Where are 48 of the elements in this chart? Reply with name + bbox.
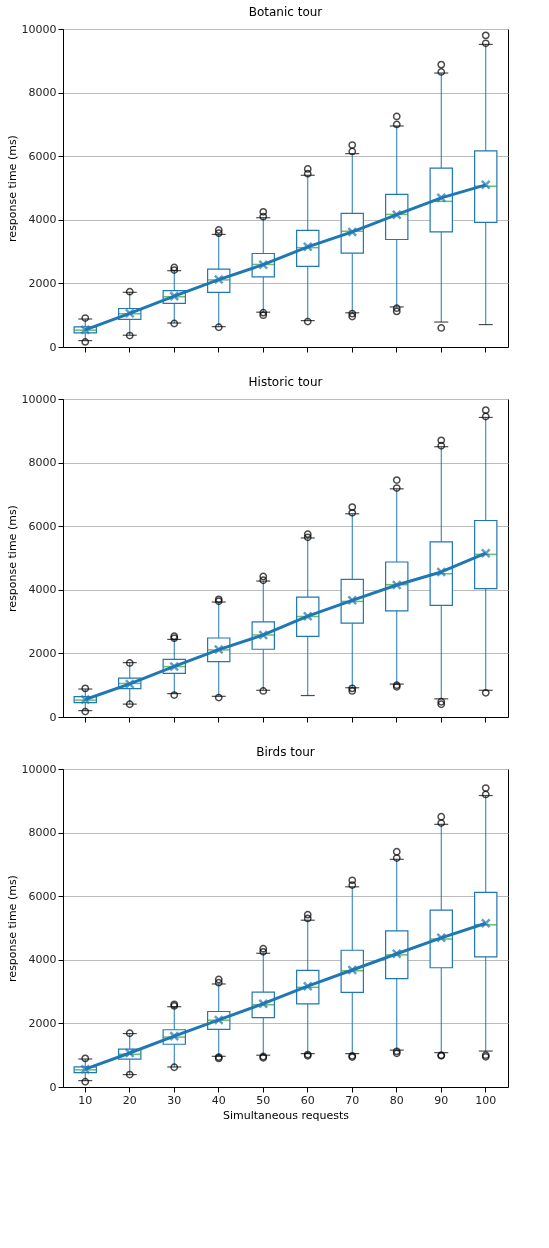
x-axis-title: Simultaneous requests — [222, 1108, 350, 1122]
point — [436, 932, 447, 943]
y-tick-label: 10000 — [21, 762, 57, 776]
x-tick-label: 20 — [122, 1093, 137, 1107]
point — [480, 179, 491, 190]
x-tick-label: 80 — [389, 1093, 404, 1107]
y-tick-label: 2000 — [28, 1016, 57, 1030]
point — [80, 324, 91, 335]
chart-title: Historic tour — [248, 375, 323, 389]
y-tick-label: 4000 — [28, 213, 57, 227]
x-tick-label: 40 — [211, 1093, 226, 1107]
y-axis-title: response time (ms) — [5, 875, 19, 982]
chart-title: Botanic tour — [248, 5, 323, 19]
y-tick-label: 4000 — [28, 583, 57, 597]
point — [80, 694, 91, 705]
point — [80, 1064, 91, 1075]
point — [347, 595, 358, 606]
y-tick-label: 0 — [49, 710, 57, 724]
x-tick-label: 60 — [300, 1093, 315, 1107]
y-tick-label: 2000 — [28, 276, 57, 290]
y-tick-label: 10000 — [21, 22, 57, 36]
point — [391, 948, 402, 959]
y-axis-title: response time (ms) — [5, 135, 19, 242]
y-tick-label: 6000 — [28, 889, 57, 903]
y-tick-label: 8000 — [28, 826, 57, 840]
x-tick-label: 50 — [256, 1093, 271, 1107]
x-tick-label: 70 — [345, 1093, 360, 1107]
y-tick-label: 8000 — [28, 86, 57, 100]
point — [124, 1047, 135, 1059]
chart-title: Birds tour — [256, 745, 315, 759]
x-tick-label: 10 — [78, 1093, 93, 1107]
y-tick-label: 4000 — [28, 953, 57, 967]
x-tick-label: 90 — [434, 1093, 449, 1107]
point — [391, 209, 402, 220]
x-tick-label: 100 — [475, 1093, 497, 1107]
y-tick-label: 2000 — [28, 646, 57, 660]
y-axis-title: response time (ms) — [5, 505, 19, 612]
point — [436, 566, 447, 578]
y-tick-label: 6000 — [28, 149, 57, 163]
point — [480, 918, 491, 929]
y-tick-label: 10000 — [21, 392, 57, 406]
y-tick-label: 8000 — [28, 456, 57, 470]
y-tick-label: 6000 — [28, 519, 57, 533]
x-tick-label: 30 — [167, 1093, 182, 1107]
y-tick-label: 0 — [49, 1080, 57, 1094]
y-tick-label: 0 — [49, 340, 57, 354]
point — [480, 548, 491, 559]
point — [391, 579, 402, 591]
